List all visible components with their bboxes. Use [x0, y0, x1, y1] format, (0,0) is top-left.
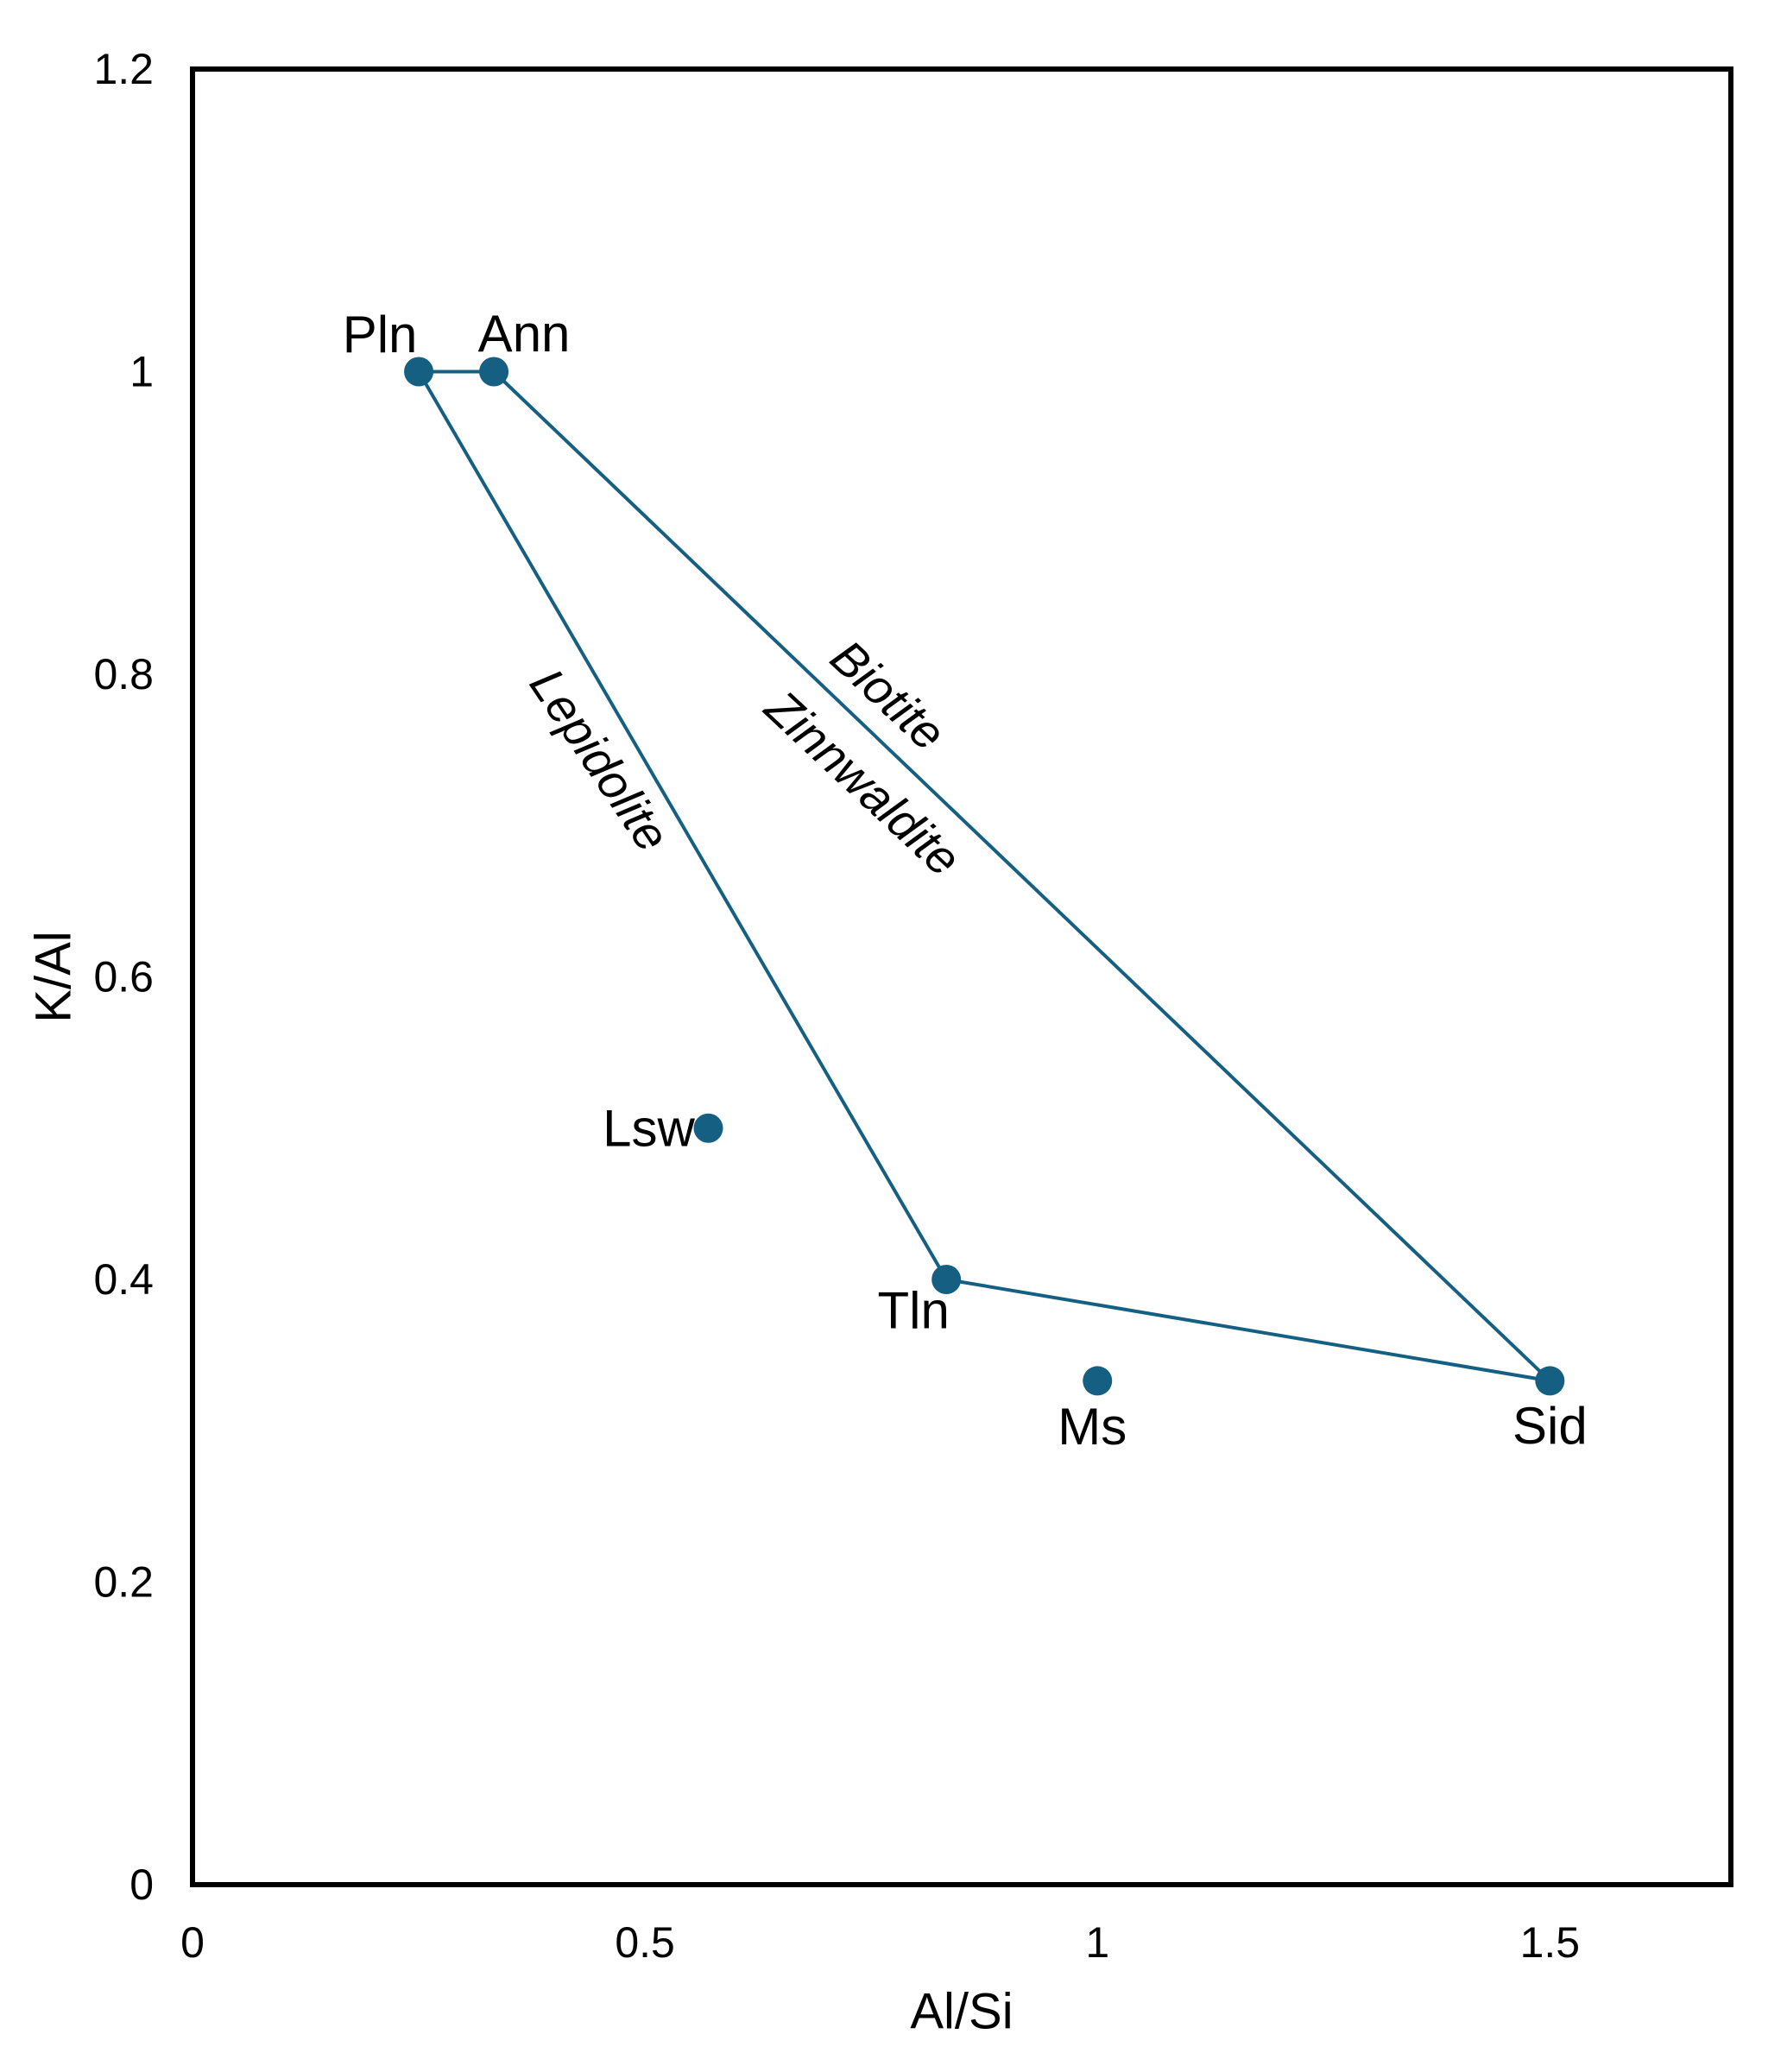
point-label-Lsw: Lsw	[603, 1099, 695, 1157]
data-point-Tln	[931, 1265, 962, 1294]
point-label-Ms: Ms	[1058, 1398, 1127, 1456]
tie-line-Tln-Sid	[945, 1278, 1550, 1383]
data-point-Pln	[404, 357, 434, 387]
data-point-Lsw	[693, 1113, 723, 1143]
x-tick-label-0.5: 0.5	[615, 1918, 675, 1967]
x-tick-label-0: 0	[180, 1918, 205, 1967]
x-tick-label-1: 1	[1085, 1918, 1109, 1967]
tie-line-Pln-Tln	[417, 370, 948, 1281]
y-tick-label-1.2: 1.2	[93, 45, 154, 93]
y-tick-label-0.4: 0.4	[93, 1255, 154, 1304]
x-tick-label-1.5: 1.5	[1520, 1918, 1581, 1967]
x-axis-title: Al/Si	[910, 1984, 1013, 2040]
y-tick-label-1: 1	[129, 348, 154, 396]
y-axis-title: K/Al	[26, 931, 82, 1022]
point-label-Tln: Tln	[878, 1282, 950, 1340]
y-tick-label-0.6: 0.6	[93, 953, 154, 1001]
tie-line-Ann-Sid	[492, 370, 1551, 1382]
y-tick-label-0: 0	[129, 1860, 154, 1909]
point-label-Ann: Ann	[478, 305, 571, 363]
point-label-Sid: Sid	[1512, 1397, 1588, 1455]
data-point-Ann	[479, 357, 509, 387]
data-point-Sid	[1535, 1366, 1565, 1396]
plot-border	[190, 66, 1733, 1887]
y-tick-label-0.2: 0.2	[93, 1558, 154, 1607]
data-point-Ms	[1083, 1366, 1113, 1396]
y-tick-label-0.8: 0.8	[93, 650, 154, 698]
point-label-Pln: Pln	[343, 306, 418, 363]
region-label-lepidolite: Lepidolite	[520, 659, 680, 861]
